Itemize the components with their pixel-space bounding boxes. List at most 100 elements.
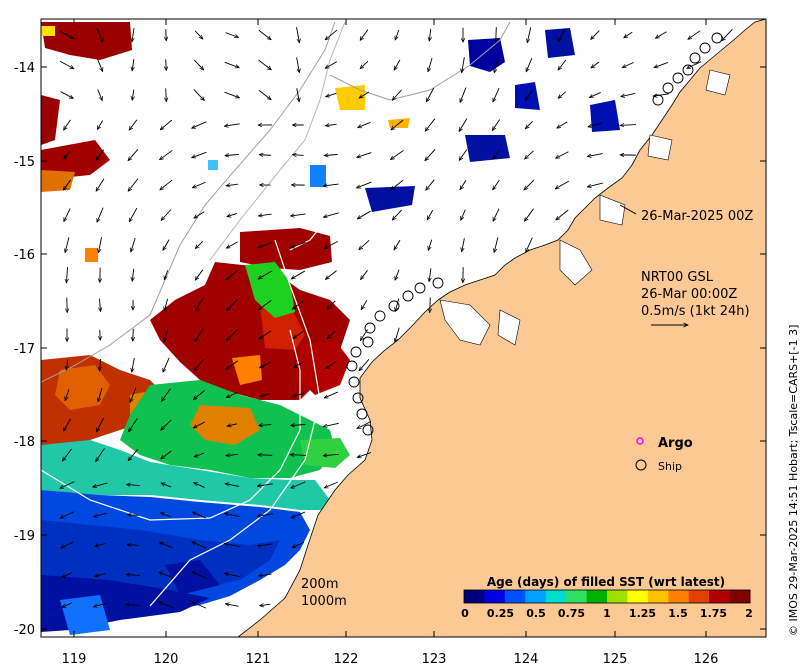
current-arrow [60, 481, 75, 489]
current-arrow [496, 27, 497, 43]
current-arrow [194, 482, 205, 488]
current-arrow [63, 418, 71, 431]
current-arrow [160, 513, 172, 518]
colorbar-swatch [709, 590, 731, 603]
current-arrow [99, 298, 100, 312]
ship-position-icon [364, 322, 376, 334]
current-arrow [194, 30, 203, 39]
current-arrow [161, 483, 172, 488]
current-arrow [59, 30, 74, 39]
current-arrow [258, 29, 271, 39]
current-arrow [194, 358, 205, 371]
current-arrow [323, 184, 339, 186]
current-arrow [195, 328, 204, 341]
current-arrow [687, 61, 702, 69]
current-arrow [259, 330, 272, 339]
lat-tick-15: -15 [14, 155, 35, 170]
current-arrow [589, 92, 601, 98]
current-arrow [722, 28, 733, 41]
current-arrow [161, 450, 172, 459]
current-arrow [126, 484, 140, 485]
current-arrow [460, 87, 467, 103]
current-arrow [95, 573, 106, 577]
current-arrow [93, 482, 108, 487]
current-arrow [63, 179, 71, 190]
current-arrow [291, 481, 306, 488]
current-arrow [394, 59, 401, 70]
current-arrow [93, 512, 107, 517]
colorbar-tick-label: 1.75 [700, 607, 727, 620]
current-arrow [323, 422, 339, 426]
current-arrow [258, 59, 272, 70]
current-arrow [360, 60, 369, 69]
current-arrow [460, 209, 466, 221]
current-arrow [425, 118, 436, 132]
current-arrow [226, 241, 238, 248]
current-arrow [556, 209, 569, 220]
current-arrow [325, 270, 337, 280]
current-arrow [391, 179, 404, 189]
current-arrow [226, 391, 238, 399]
current-arrow [425, 149, 436, 160]
current-arrow [290, 241, 306, 247]
current-arrow [96, 448, 105, 461]
current-arrow [358, 121, 371, 127]
current-arrow [525, 150, 534, 159]
current-arrow [426, 179, 435, 191]
ship-position-icon [662, 82, 674, 94]
current-arrow [96, 417, 104, 432]
current-arrow [323, 212, 339, 217]
current-arrow [258, 89, 271, 99]
lat-tick-20: -20 [14, 623, 35, 638]
current-arrow [100, 358, 101, 371]
current-arrow [96, 27, 103, 42]
current-arrow [591, 61, 600, 68]
current-arrow [525, 89, 534, 101]
current-arrow [193, 59, 203, 70]
ship-position-icon [432, 277, 444, 289]
current-arrow [160, 179, 173, 190]
current-arrow [224, 513, 240, 518]
colorbar-swatch [525, 590, 547, 603]
colorbar-tick-label: 0 [461, 607, 469, 620]
current-arrow [226, 184, 238, 186]
current-arrow [98, 237, 103, 253]
current-arrow [160, 119, 173, 130]
ship-position-icon [350, 346, 362, 358]
current-arrow [395, 327, 400, 342]
current-arrow [462, 57, 465, 72]
current-arrow [326, 360, 337, 368]
map-annotations: 26-Mar-2025 00Z NRT00 GSL 26-Mar 00:00Z … [301, 204, 753, 609]
lon-tick-124: 124 [514, 652, 539, 667]
current-arrow [164, 270, 169, 280]
current-arrow [430, 297, 431, 312]
current-arrow [492, 119, 501, 131]
track-timestamp: 26-Mar-2025 00Z [641, 209, 753, 224]
current-arrow [259, 155, 271, 156]
current-arrow [290, 455, 306, 456]
current-arrow [259, 361, 271, 369]
colorbar-tick-label: 1.25 [629, 607, 656, 620]
current-arrow [525, 120, 533, 129]
current-arrow [395, 269, 400, 280]
current-arrow [296, 88, 300, 101]
current-arrow [587, 182, 603, 187]
ship-track [346, 32, 723, 436]
lon-tick-120: 120 [154, 652, 179, 667]
current-arrow [224, 543, 240, 548]
colorbar-tick-label: 1.5 [668, 607, 688, 620]
current-arrow [293, 331, 304, 339]
current-arrow [227, 424, 238, 426]
current-arrow [159, 572, 174, 579]
current-arrow [159, 602, 174, 609]
current-arrow [655, 31, 667, 39]
current-arrow [192, 121, 207, 129]
current-arrow [193, 89, 205, 100]
lon-tick-122: 122 [334, 652, 359, 667]
current-arrow [132, 59, 134, 71]
current-arrow [357, 181, 372, 188]
current-arrow [688, 30, 701, 40]
current-arrow [492, 208, 500, 222]
current-arrow [258, 544, 273, 546]
